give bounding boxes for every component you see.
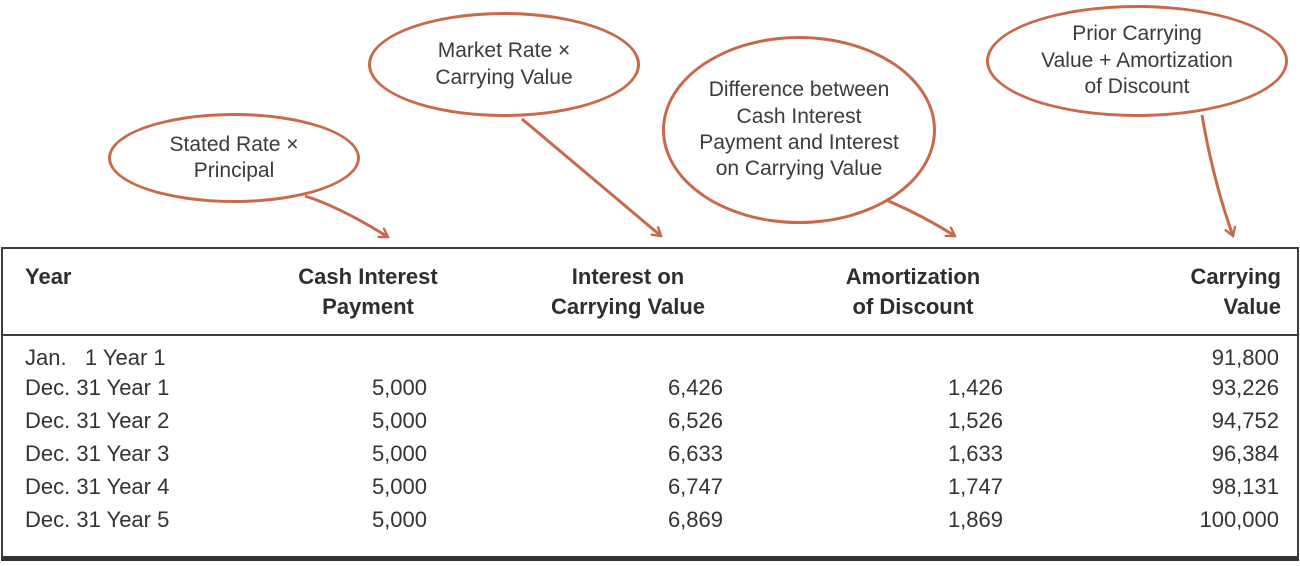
table-row: Dec. 31 Year 1 5,000 6,426 1,426 93,226 xyxy=(3,371,1299,404)
cell-cash-interest: 5,000 xyxy=(371,440,427,466)
callout-difference-text: Difference between Cash Interest Payment… xyxy=(699,78,899,181)
table-row: Jan. 1 Year 1 91,800 xyxy=(3,335,1299,371)
cell-carrying: 94,752 xyxy=(1211,407,1279,433)
amortization-table: Year Cash Interest Payment Interest on C… xyxy=(1,247,1299,561)
amortization-table-grid: Year Cash Interest Payment Interest on C… xyxy=(3,249,1299,536)
cell-carrying: 98,131 xyxy=(1211,473,1279,499)
callout-difference: Difference between Cash Interest Payment… xyxy=(662,36,936,224)
arrow-to-carrying-value-column xyxy=(1200,114,1233,236)
column-header-amortization: Amortization of Discount xyxy=(773,249,1053,336)
table-row: Dec. 31 Year 4 5,000 6,747 1,747 98,131 xyxy=(3,470,1299,503)
cell-cash-interest: 5,000 xyxy=(371,506,427,532)
arrow-to-cash-interest-column xyxy=(304,194,388,239)
column-header-year: Year xyxy=(3,249,253,336)
arrow-to-amortization-column xyxy=(885,198,955,238)
table-header-row: Year Cash Interest Payment Interest on C… xyxy=(3,249,1299,336)
column-header-cash-interest: Cash Interest Payment xyxy=(253,249,483,336)
table-row: Dec. 31 Year 3 5,000 6,633 1,633 96,384 xyxy=(3,437,1299,470)
table-row: Dec. 31 Year 5 5,000 6,869 1,869 100,000 xyxy=(3,503,1299,536)
column-header-carrying-value: Carrying Value xyxy=(1053,249,1299,336)
callout-stated-rate-text: Stated Rate × Principal xyxy=(169,132,299,182)
cell-year: Dec. 31 Year 3 xyxy=(25,440,170,466)
cell-interest: 6,633 xyxy=(667,440,723,466)
cell-cash-interest: 5,000 xyxy=(371,407,427,433)
cell-interest: 6,526 xyxy=(667,407,723,433)
cell-carrying: 93,226 xyxy=(1211,374,1279,400)
cell-cash-interest: 5,000 xyxy=(371,374,427,400)
callout-prior-carrying-text: Prior Carrying Value + Amortization of D… xyxy=(1041,22,1233,99)
cell-interest: 6,869 xyxy=(667,506,723,532)
cell-amortization xyxy=(773,335,1053,371)
cell-year: Jan. 1 Year 1 xyxy=(25,345,166,370)
cell-year: Dec. 31 Year 4 xyxy=(25,473,170,499)
cell-year: Dec. 31 Year 5 xyxy=(25,506,170,532)
cell-amortization: 1,633 xyxy=(947,440,1003,466)
cell-interest xyxy=(483,335,773,371)
cell-cash-interest xyxy=(253,335,483,371)
arrow-to-interest-on-carrying-column xyxy=(521,117,661,236)
cell-amortization: 1,747 xyxy=(947,473,1003,499)
cell-year: Dec. 31 Year 2 xyxy=(25,407,170,433)
cell-carrying: 96,384 xyxy=(1211,440,1279,466)
cell-carrying: 100,000 xyxy=(1199,506,1279,532)
table-row: Dec. 31 Year 2 5,000 6,526 1,526 94,752 xyxy=(3,404,1299,437)
cell-amortization: 1,869 xyxy=(947,506,1003,532)
cell-carrying: 91,800 xyxy=(1211,345,1279,370)
callout-stated-rate: Stated Rate × Principal xyxy=(108,113,360,203)
cell-interest: 6,747 xyxy=(667,473,723,499)
column-header-interest-on-carrying: Interest on Carrying Value xyxy=(483,249,773,336)
callout-market-rate: Market Rate × Carrying Value xyxy=(368,12,640,117)
cell-amortization: 1,426 xyxy=(947,374,1003,400)
cell-interest: 6,426 xyxy=(667,374,723,400)
callout-market-rate-text: Market Rate × Carrying Value xyxy=(435,39,573,89)
cell-cash-interest: 5,000 xyxy=(371,473,427,499)
callout-prior-carrying: Prior Carrying Value + Amortization of D… xyxy=(986,5,1288,117)
cell-year: Dec. 31 Year 1 xyxy=(25,374,170,400)
cell-amortization: 1,526 xyxy=(947,407,1003,433)
